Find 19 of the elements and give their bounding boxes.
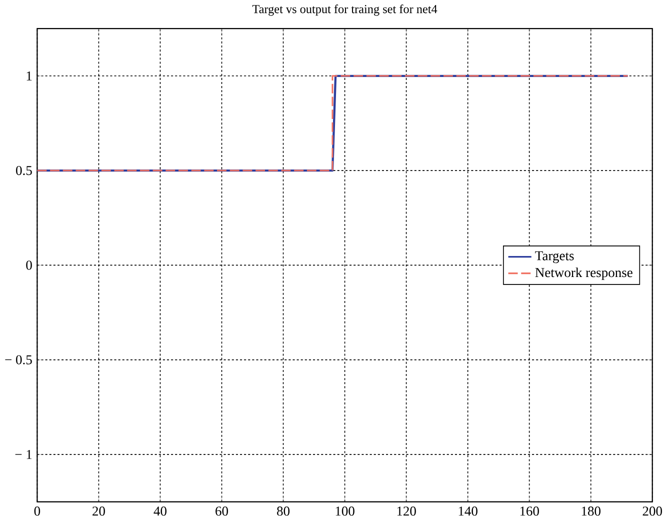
x-tick-label: 100 <box>336 506 354 516</box>
x-tick-label: 120 <box>397 506 416 516</box>
x-tick-label: 80 <box>277 506 290 516</box>
y-tick-label: 0 <box>26 260 32 270</box>
y-tick-label: 1 <box>26 71 32 80</box>
legend-label: Targets <box>535 251 574 264</box>
x-tick-label: 160 <box>520 506 539 516</box>
legend-label: Network response <box>535 268 632 280</box>
y-tick-label: − 1 <box>15 450 32 459</box>
x-tick-label: 200 <box>642 506 662 516</box>
y-tick-label: − 0.5 <box>5 355 32 364</box>
x-tick-label: 0 <box>34 506 40 516</box>
x-tick-label: 60 <box>216 506 228 516</box>
chart-title: Target vs output for traing set for net4 <box>252 4 438 16</box>
x-tick-label: 40 <box>154 506 166 516</box>
y-tick-label: 0.5 <box>16 166 32 176</box>
x-tick-label: 140 <box>458 506 478 516</box>
x-tick-label: 180 <box>582 506 600 516</box>
x-tick-label: 20 <box>92 506 105 516</box>
